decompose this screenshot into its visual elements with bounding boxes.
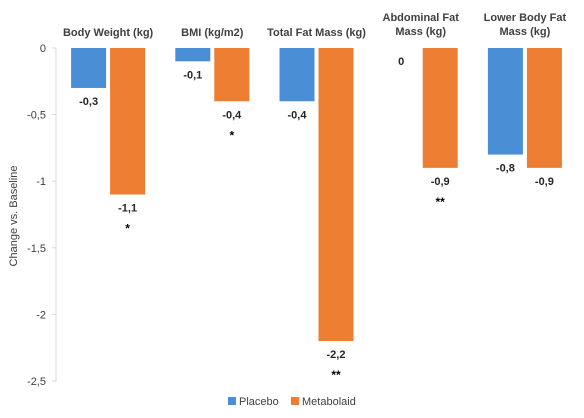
y-axis-title: Change vs. Baseline bbox=[8, 166, 20, 267]
bar-placebo bbox=[71, 48, 107, 88]
y-tick-label: -2,5 bbox=[27, 376, 46, 388]
data-label: -0,4 bbox=[288, 109, 308, 121]
legend-swatch-placebo bbox=[228, 397, 236, 405]
category-label: Total Fat Mass (kg) bbox=[267, 27, 366, 39]
bar-metabolaid bbox=[318, 48, 354, 342]
significance-marker: * bbox=[229, 128, 234, 142]
y-tick-label: 0 bbox=[40, 43, 46, 55]
category-label: Lower Body Fat bbox=[484, 12, 567, 24]
y-tick-label: -2 bbox=[36, 309, 46, 321]
labels-layer: Body Weight (kg) -0,3 -1,1 * BMI (kg/m2) -0,1… bbox=[63, 12, 567, 382]
data-label: -0,3 bbox=[79, 96, 98, 108]
significance-marker: ** bbox=[436, 195, 446, 209]
data-label: -1,1 bbox=[118, 203, 137, 215]
y-tick-label: -1 bbox=[36, 176, 46, 188]
bar-placebo bbox=[279, 48, 315, 102]
y-axis: 0 -0,5 -1 -1,5 -2 -2,5 bbox=[27, 43, 57, 388]
data-label: -2,2 bbox=[327, 349, 346, 361]
category-label: Mass (kg) bbox=[500, 26, 551, 38]
data-label: -0,9 bbox=[431, 176, 450, 188]
data-label: -0,1 bbox=[183, 69, 202, 81]
legend-swatch-metabolaid bbox=[291, 397, 299, 405]
bar-placebo bbox=[487, 48, 523, 155]
bars-layer bbox=[71, 48, 562, 342]
data-label: 0 bbox=[398, 56, 404, 68]
category-label: Mass (kg) bbox=[395, 26, 446, 38]
data-label: -0,9 bbox=[535, 176, 554, 188]
legend: Placebo Metabolaid bbox=[228, 396, 356, 408]
category-label: Body Weight (kg) bbox=[63, 27, 154, 39]
legend-label: Placebo bbox=[239, 396, 279, 408]
category-label: BMI (kg/m2) bbox=[181, 27, 244, 39]
bar-metabolaid bbox=[110, 48, 146, 195]
y-tick-label: -1,5 bbox=[27, 243, 46, 255]
significance-marker: ** bbox=[331, 368, 341, 382]
y-tick-label: -0,5 bbox=[27, 110, 46, 122]
data-label: -0,4 bbox=[222, 109, 242, 121]
category-label: Abdominal Fat bbox=[383, 12, 460, 24]
bar-metabolaid bbox=[214, 48, 250, 102]
bar-metabolaid bbox=[526, 48, 562, 168]
legend-label: Metabolaid bbox=[302, 396, 356, 408]
significance-marker: * bbox=[125, 222, 130, 236]
bar-metabolaid bbox=[422, 48, 458, 168]
bar-placebo bbox=[175, 48, 211, 62]
data-label: -0,8 bbox=[496, 163, 515, 175]
